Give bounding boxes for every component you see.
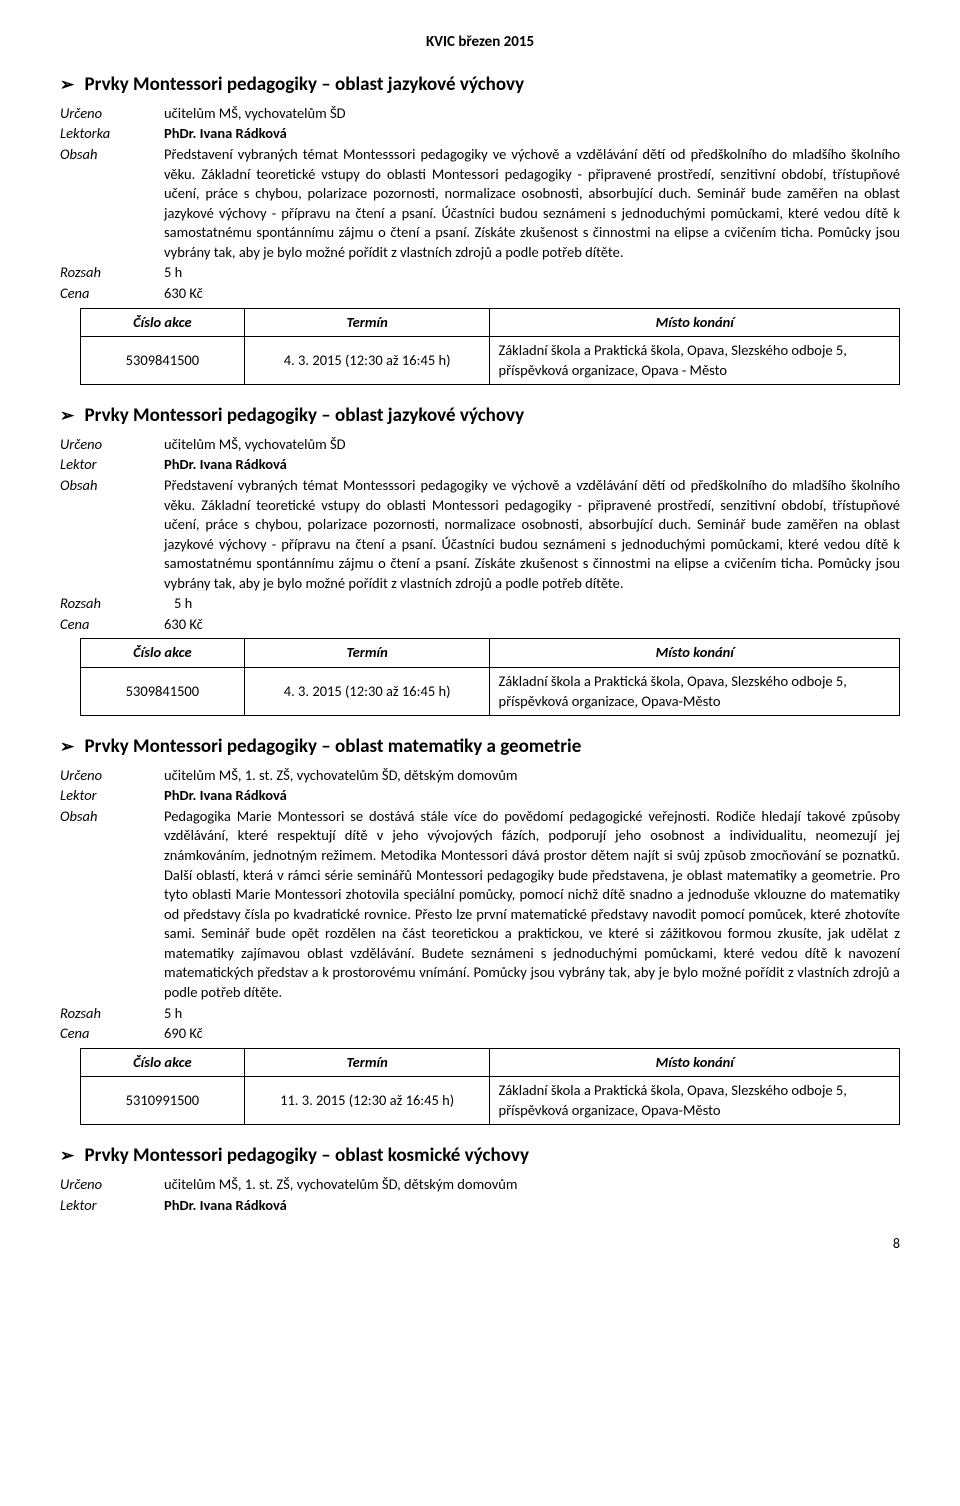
field-label-urceno: Určeno xyxy=(60,104,164,124)
course-title-text: Prvky Montessori pedagogiky – oblast jaz… xyxy=(85,404,525,427)
table-row: 5309841500 4. 3. 2015 (12:30 až 16:45 h)… xyxy=(81,668,900,716)
table-row: 5310991500 11. 3. 2015 (12:30 až 16:45 h… xyxy=(81,1077,900,1125)
course-block: ➢ Prvky Montessori pedagogiky – oblast j… xyxy=(60,72,900,385)
field-value-urceno: učitelům MŠ, 1. st. ZŠ, vychovatelům ŠD,… xyxy=(164,766,900,786)
course-title: ➢ Prvky Montessori pedagogiky – oblast k… xyxy=(60,1143,900,1169)
cell-cislo: 5309841500 xyxy=(81,337,245,385)
col-misto: Místo konání xyxy=(490,639,900,668)
bullet-arrow-icon: ➢ xyxy=(60,74,74,97)
field-label-cena: Cena xyxy=(60,615,164,635)
course-title-text: Prvky Montessori pedagogiky – oblast mat… xyxy=(85,735,582,758)
field-value-obsah: Představení vybraných témat Montesssori … xyxy=(164,145,900,262)
cell-misto: Základní škola a Praktická škola, Opava,… xyxy=(490,668,900,716)
field-value-urceno: učitelům MŠ, 1. st. ZŠ, vychovatelům ŠD,… xyxy=(164,1175,900,1195)
field-label-rozsah: Rozsah xyxy=(60,1004,164,1024)
course-title-text: Prvky Montessori pedagogiky – oblast jaz… xyxy=(85,73,525,96)
field-value-lektor: PhDr. Ivana Rádková xyxy=(164,786,900,806)
field-value-urceno: učitelům MŠ, vychovatelům ŠD xyxy=(164,104,900,124)
course-title: ➢ Prvky Montessori pedagogiky – oblast m… xyxy=(60,734,900,760)
field-label-lektor: Lektorka xyxy=(60,124,164,144)
field-label-obsah: Obsah xyxy=(60,145,164,262)
col-termin: Termín xyxy=(244,1048,490,1077)
field-label-urceno: Určeno xyxy=(60,435,164,455)
page-header: KVIC březen 2015 xyxy=(60,32,900,52)
cell-termin: 4. 3. 2015 (12:30 až 16:45 h) xyxy=(244,668,490,716)
field-value-cena: 690 Kč xyxy=(164,1024,900,1044)
course-info-table: Číslo akce Termín Místo konání 531099150… xyxy=(80,1048,900,1126)
col-misto: Místo konání xyxy=(490,308,900,337)
field-label-urceno: Určeno xyxy=(60,1175,164,1195)
field-label-obsah: Obsah xyxy=(60,476,164,593)
field-label-cena: Cena xyxy=(60,284,164,304)
course-info-table: Číslo akce Termín Místo konání 530984150… xyxy=(80,638,900,716)
field-value-lektor: PhDr. Ivana Rádková xyxy=(164,124,900,144)
cell-termin: 11. 3. 2015 (12:30 až 16:45 h) xyxy=(244,1077,490,1125)
field-value-rozsah: 5 h xyxy=(174,594,900,614)
bullet-arrow-icon: ➢ xyxy=(60,736,74,759)
bullet-arrow-icon: ➢ xyxy=(60,1145,74,1168)
field-label-lektor: Lektor xyxy=(60,1196,164,1216)
field-value-rozsah: 5 h xyxy=(164,263,900,283)
field-label-urceno: Určeno xyxy=(60,766,164,786)
course-block: ➢ Prvky Montessori pedagogiky – oblast j… xyxy=(60,403,900,716)
course-block: ➢ Prvky Montessori pedagogiky – oblast m… xyxy=(60,734,900,1125)
field-label-rozsah: Rozsah xyxy=(60,594,164,614)
field-value-urceno: učitelům MŠ, vychovatelům ŠD xyxy=(164,435,900,455)
col-termin: Termín xyxy=(244,639,490,668)
cell-misto: Základní škola a Praktická škola, Opava,… xyxy=(490,337,900,385)
field-value-cena: 630 Kč xyxy=(164,615,900,635)
col-cislo-akce: Číslo akce xyxy=(81,1048,245,1077)
field-value-rozsah: 5 h xyxy=(164,1004,900,1024)
field-label-rozsah: Rozsah xyxy=(60,263,164,283)
col-misto: Místo konání xyxy=(490,1048,900,1077)
cell-termin: 4. 3. 2015 (12:30 až 16:45 h) xyxy=(244,337,490,385)
course-title: ➢ Prvky Montessori pedagogiky – oblast j… xyxy=(60,403,900,429)
cell-misto: Základní škola a Praktická škola, Opava,… xyxy=(490,1077,900,1125)
field-value-obsah: Pedagogika Marie Montessori se dostává s… xyxy=(164,807,900,1003)
cell-cislo: 5309841500 xyxy=(81,668,245,716)
field-label-obsah: Obsah xyxy=(60,807,164,1003)
course-title: ➢ Prvky Montessori pedagogiky – oblast j… xyxy=(60,72,900,98)
col-termin: Termín xyxy=(244,308,490,337)
col-cislo-akce: Číslo akce xyxy=(81,308,245,337)
table-row: 5309841500 4. 3. 2015 (12:30 až 16:45 h)… xyxy=(81,337,900,385)
cell-cislo: 5310991500 xyxy=(81,1077,245,1125)
field-label-lektor: Lektor xyxy=(60,786,164,806)
field-value-lektor: PhDr. Ivana Rádková xyxy=(164,455,900,475)
course-info-table: Číslo akce Termín Místo konání 530984150… xyxy=(80,308,900,386)
field-label-cena: Cena xyxy=(60,1024,164,1044)
field-value-obsah: Představení vybraných témat Montesssori … xyxy=(164,476,900,593)
page-number: 8 xyxy=(60,1235,900,1254)
course-title-text: Prvky Montessori pedagogiky – oblast kos… xyxy=(85,1144,529,1167)
field-value-cena: 630 Kč xyxy=(164,284,900,304)
col-cislo-akce: Číslo akce xyxy=(81,639,245,668)
bullet-arrow-icon: ➢ xyxy=(60,405,74,428)
field-value-lektor: PhDr. Ivana Rádková xyxy=(164,1196,900,1216)
field-label-lektor: Lektor xyxy=(60,455,164,475)
course-block: ➢ Prvky Montessori pedagogiky – oblast k… xyxy=(60,1143,900,1215)
